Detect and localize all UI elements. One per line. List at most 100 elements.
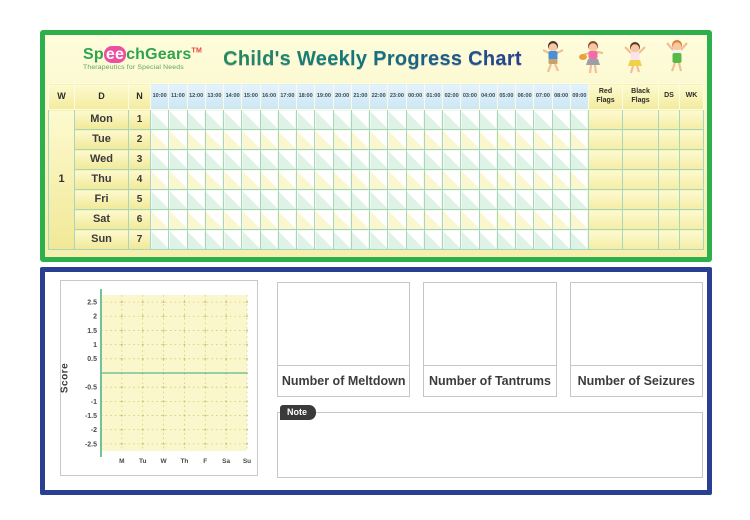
time-slot-cell[interactable] [405, 209, 425, 230]
time-slot-cell[interactable] [478, 229, 498, 250]
time-slot-cell[interactable] [368, 189, 389, 210]
black-flags-cell[interactable] [622, 169, 659, 190]
time-slot-cell[interactable] [186, 149, 206, 170]
time-slot-cell[interactable] [241, 229, 261, 250]
time-slot-cell[interactable] [314, 109, 334, 130]
time-slot-cell[interactable] [259, 129, 279, 150]
time-slot-cell[interactable] [295, 169, 316, 190]
time-slot-cell[interactable] [295, 189, 316, 210]
time-slot-cell[interactable] [423, 129, 444, 150]
black-flags-cell[interactable] [622, 229, 659, 250]
time-slot-cell[interactable] [222, 209, 243, 230]
time-slot-cell[interactable] [332, 129, 352, 150]
time-slot-cell[interactable] [441, 129, 462, 150]
ds-cell[interactable] [658, 149, 680, 170]
time-slot-cell[interactable] [277, 149, 298, 170]
time-slot-cell[interactable] [423, 209, 444, 230]
wk-cell[interactable] [679, 169, 704, 190]
wk-cell[interactable] [679, 109, 704, 130]
red-flags-cell[interactable] [588, 129, 623, 150]
time-slot-cell[interactable] [514, 189, 535, 210]
time-slot-cell[interactable] [405, 149, 425, 170]
time-slot-cell[interactable] [241, 109, 261, 130]
time-slot-cell[interactable] [277, 109, 298, 130]
time-slot-cell[interactable] [241, 209, 261, 230]
time-slot-cell[interactable] [533, 169, 553, 190]
time-slot-cell[interactable] [460, 209, 480, 230]
time-slot-cell[interactable] [405, 129, 425, 150]
time-slot-cell[interactable] [277, 169, 298, 190]
red-flags-cell[interactable] [588, 169, 623, 190]
time-slot-cell[interactable] [259, 169, 279, 190]
time-slot-cell[interactable] [259, 229, 279, 250]
time-slot-cell[interactable] [277, 129, 298, 150]
time-slot-cell[interactable] [569, 229, 590, 250]
time-slot-cell[interactable] [241, 169, 261, 190]
wk-cell[interactable] [679, 149, 704, 170]
time-slot-cell[interactable] [387, 229, 407, 250]
time-slot-cell[interactable] [295, 109, 316, 130]
time-slot-cell[interactable] [460, 169, 480, 190]
time-slot-cell[interactable] [222, 129, 243, 150]
time-slot-cell[interactable] [222, 229, 243, 250]
time-slot-cell[interactable] [460, 129, 480, 150]
time-slot-cell[interactable] [332, 229, 352, 250]
red-flags-cell[interactable] [588, 229, 623, 250]
time-slot-cell[interactable] [168, 229, 188, 250]
time-slot-cell[interactable] [149, 149, 170, 170]
time-slot-cell[interactable] [460, 229, 480, 250]
time-slot-cell[interactable] [149, 169, 170, 190]
time-slot-cell[interactable] [405, 109, 425, 130]
time-slot-cell[interactable] [387, 129, 407, 150]
time-slot-cell[interactable] [368, 229, 389, 250]
time-slot-cell[interactable] [350, 209, 371, 230]
time-slot-cell[interactable] [496, 169, 517, 190]
time-slot-cell[interactable] [295, 149, 316, 170]
time-slot-cell[interactable] [186, 189, 206, 210]
time-slot-cell[interactable] [350, 229, 371, 250]
time-slot-cell[interactable] [551, 189, 571, 210]
wk-cell[interactable] [679, 129, 704, 150]
time-slot-cell[interactable] [478, 209, 498, 230]
time-slot-cell[interactable] [460, 149, 480, 170]
time-slot-cell[interactable] [551, 129, 571, 150]
time-slot-cell[interactable] [551, 149, 571, 170]
time-slot-cell[interactable] [478, 149, 498, 170]
time-slot-cell[interactable] [149, 109, 170, 130]
black-flags-cell[interactable] [622, 149, 659, 170]
time-slot-cell[interactable] [149, 209, 170, 230]
time-slot-cell[interactable] [332, 149, 352, 170]
time-slot-cell[interactable] [149, 229, 170, 250]
time-slot-cell[interactable] [168, 149, 188, 170]
time-slot-cell[interactable] [332, 189, 352, 210]
time-slot-cell[interactable] [569, 149, 590, 170]
wk-cell[interactable] [679, 229, 704, 250]
time-slot-cell[interactable] [222, 149, 243, 170]
ds-cell[interactable] [658, 229, 680, 250]
time-slot-cell[interactable] [387, 189, 407, 210]
time-slot-cell[interactable] [241, 149, 261, 170]
time-slot-cell[interactable] [569, 129, 590, 150]
time-slot-cell[interactable] [514, 149, 535, 170]
time-slot-cell[interactable] [332, 169, 352, 190]
time-slot-cell[interactable] [222, 169, 243, 190]
time-slot-cell[interactable] [259, 209, 279, 230]
time-slot-cell[interactable] [441, 149, 462, 170]
time-slot-cell[interactable] [222, 189, 243, 210]
time-slot-cell[interactable] [168, 209, 188, 230]
time-slot-cell[interactable] [441, 209, 462, 230]
time-slot-cell[interactable] [514, 109, 535, 130]
time-slot-cell[interactable] [368, 149, 389, 170]
time-slot-cell[interactable] [387, 149, 407, 170]
time-slot-cell[interactable] [405, 229, 425, 250]
time-slot-cell[interactable] [186, 109, 206, 130]
time-slot-cell[interactable] [405, 169, 425, 190]
note-box[interactable]: Note [277, 405, 703, 478]
time-slot-cell[interactable] [314, 189, 334, 210]
time-slot-cell[interactable] [186, 229, 206, 250]
time-slot-cell[interactable] [496, 209, 517, 230]
time-slot-cell[interactable] [350, 149, 371, 170]
time-slot-cell[interactable] [314, 209, 334, 230]
black-flags-cell[interactable] [622, 209, 659, 230]
time-slot-cell[interactable] [514, 209, 535, 230]
